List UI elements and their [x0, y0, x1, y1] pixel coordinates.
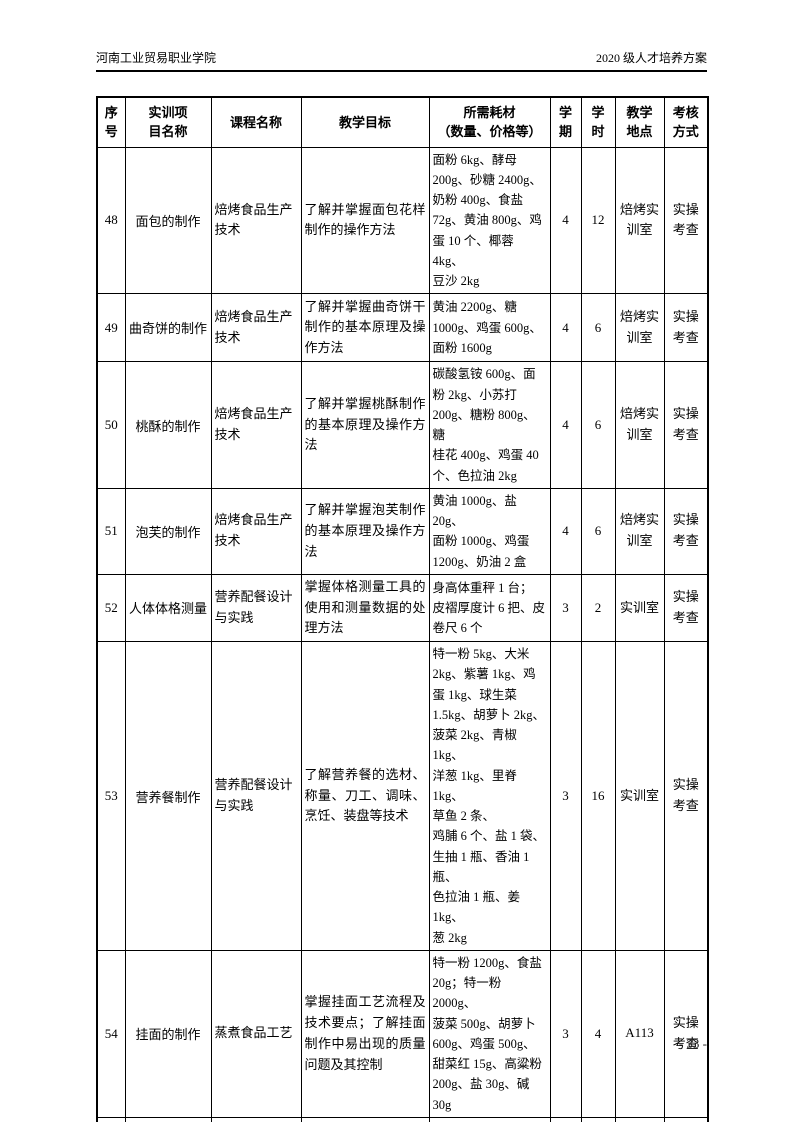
table-header-row: 序 号 实训项 目名称 课程名称 教学目标 所需耗材 （数量、价格等） 学 期 …	[96, 96, 709, 148]
cell-course: 营养配餐设计与实践	[210, 641, 302, 951]
cell-location: 实训室	[614, 573, 665, 643]
cell-course: 焙烤食品生产技术	[210, 293, 302, 363]
header-plan-title: 2020 级人才培养方案	[595, 51, 707, 65]
cell-materials: 碳酸氢铵 600g、面 粉 2kg、小苏打 200g、糖粉 800g、糖 桂花 …	[428, 361, 551, 489]
table-row: 48 面包的制作 焙烤食品生产技术 了解并掌握面包花样制作的操作方法 面粉 6k…	[96, 146, 709, 295]
page-header: 河南工业贸易职业学院 2020 级人才培养方案	[96, 50, 707, 72]
cell-goal: 了解并掌握泡芙制作的基本原理及操作方法	[300, 487, 430, 575]
table-row: 51 泡芙的制作 焙烤食品生产技术 了解并掌握泡芙制作的基本原理及操作方法 黄油…	[96, 487, 709, 575]
table-row: 55 挂面的检验 蒸煮食品工艺 掌握挂面烹调时间、熟断条率、自然断条率的测定；了…	[96, 1116, 709, 1122]
cell-no: 50	[96, 361, 126, 489]
cell-goal: 掌握体格测量工具的使用和测量数据的处理方法	[300, 573, 430, 643]
cell-goal: 掌握挂面工艺流程及技术要点；了解挂面制作中易出现的质量问题及其控制	[300, 949, 430, 1118]
cell-project: 营养餐制作	[124, 641, 212, 951]
cell-hours: 6	[580, 487, 616, 575]
cell-location: 实训室	[614, 641, 665, 951]
col-header-course: 课程名称	[210, 96, 302, 148]
cell-location: A113	[614, 1116, 665, 1122]
cell-project: 曲奇饼的制作	[124, 293, 212, 363]
cell-semester: 4	[549, 146, 582, 295]
col-header-hours: 学 时	[580, 96, 616, 148]
cell-hours: 4	[580, 1116, 616, 1122]
cell-materials: 高、低档挂面各 1 把	[428, 1116, 551, 1122]
col-header-no: 序 号	[96, 96, 126, 148]
cell-no: 53	[96, 641, 126, 951]
cell-no: 54	[96, 949, 126, 1118]
table-row: 52 人体体格测量 营养配餐设计与实践 掌握体格测量工具的使用和测量数据的处理方…	[96, 573, 709, 643]
cell-assessment: 实操考查	[663, 293, 709, 363]
table-row: 49 曲奇饼的制作 焙烤食品生产技术 了解并掌握曲奇饼干制作的基本原理及操作方法…	[96, 293, 709, 363]
cell-assessment: 实操考查	[663, 361, 709, 489]
cell-project: 桃酥的制作	[124, 361, 212, 489]
cell-course: 营养配餐设计与实践	[210, 573, 302, 643]
cell-hours: 12	[580, 146, 616, 295]
table-row: 54 挂面的制作 蒸煮食品工艺 掌握挂面工艺流程及技术要点；了解挂面制作中易出现…	[96, 949, 709, 1118]
cell-course: 焙烤食品生产技术	[210, 487, 302, 575]
cell-no: 52	[96, 573, 126, 643]
cell-semester: 3	[549, 949, 582, 1118]
cell-hours: 6	[580, 361, 616, 489]
table-row: 50 桃酥的制作 焙烤食品生产技术 了解并掌握桃酥制作的基本原理及操作方法 碳酸…	[96, 361, 709, 489]
page-number: - 33 -	[678, 1036, 707, 1051]
cell-materials: 特一粉 5kg、大米 2kg、紫薯 1kg、鸡 蛋 1kg、球生菜 1.5kg、…	[428, 641, 551, 951]
cell-project: 人体体格测量	[124, 573, 212, 643]
col-header-project: 实训项 目名称	[124, 96, 212, 148]
cell-semester: 3	[549, 641, 582, 951]
cell-materials: 黄油 1000g、盐 20g、 面粉 1000g、鸡蛋 1200g、奶油 2 盒	[428, 487, 551, 575]
cell-materials: 黄油 2200g、糖 1000g、鸡蛋 600g、 面粉 1600g	[428, 293, 551, 363]
cell-assessment: 实操考查	[663, 1116, 709, 1122]
cell-course: 焙烤食品生产技术	[210, 361, 302, 489]
training-projects-table: 序 号 实训项 目名称 课程名称 教学目标 所需耗材 （数量、价格等） 学 期 …	[96, 96, 709, 1122]
cell-semester: 4	[549, 293, 582, 363]
table-row: 53 营养餐制作 营养配餐设计与实践 了解营养餐的选材、称量、刀工、调味、烹饪、…	[96, 641, 709, 951]
cell-hours: 6	[580, 293, 616, 363]
cell-hours: 4	[580, 949, 616, 1118]
cell-semester: 3	[549, 1116, 582, 1122]
cell-goal: 了解并掌握曲奇饼干制作的基本原理及操作方法	[300, 293, 430, 363]
cell-course: 蒸煮食品工艺	[210, 1116, 302, 1122]
cell-semester: 4	[549, 361, 582, 489]
cell-goal: 了解并掌握面包花样制作的操作方法	[300, 146, 430, 295]
header-school-name: 河南工业贸易职业学院	[96, 51, 217, 65]
cell-location: 焙烤实训室	[614, 146, 665, 295]
cell-no: 49	[96, 293, 126, 363]
cell-assessment: 实操考查	[663, 641, 709, 951]
cell-materials: 特一粉 1200g、食盐 20g；特一粉 2000g、 菠菜 500g、胡萝卜 …	[428, 949, 551, 1118]
cell-project: 泡芙的制作	[124, 487, 212, 575]
cell-goal: 了解营养餐的选材、称量、刀工、调味、烹饪、装盘等技术	[300, 641, 430, 951]
cell-semester: 4	[549, 487, 582, 575]
cell-location: A113	[614, 949, 665, 1118]
col-header-assessment: 考核 方式	[663, 96, 709, 148]
cell-assessment: 实操考查	[663, 949, 709, 1118]
cell-project: 面包的制作	[124, 146, 212, 295]
cell-course: 焙烤食品生产技术	[210, 146, 302, 295]
cell-assessment: 实操考查	[663, 487, 709, 575]
col-header-goal: 教学目标	[300, 96, 430, 148]
cell-location: 焙烤实训室	[614, 293, 665, 363]
cell-materials: 身高体重秤 1 台； 皮褶厚度计 6 把、皮 卷尺 6 个	[428, 573, 551, 643]
cell-goal: 掌握挂面烹调时间、熟断条率、自然断条率的测定；了解挂面感官评价指标及方法	[300, 1116, 430, 1122]
cell-assessment: 实操考查	[663, 146, 709, 295]
cell-hours: 2	[580, 573, 616, 643]
cell-course: 蒸煮食品工艺	[210, 949, 302, 1118]
cell-no: 55	[96, 1116, 126, 1122]
cell-no: 51	[96, 487, 126, 575]
cell-hours: 16	[580, 641, 616, 951]
cell-semester: 3	[549, 573, 582, 643]
cell-materials: 面粉 6kg、酵母 200g、砂糖 2400g、 奶粉 400g、食盐 72g、…	[428, 146, 551, 295]
cell-location: 焙烤实训室	[614, 487, 665, 575]
cell-no: 48	[96, 146, 126, 295]
cell-project: 挂面的检验	[124, 1116, 212, 1122]
cell-assessment: 实操考查	[663, 573, 709, 643]
col-header-location: 教学 地点	[614, 96, 665, 148]
cell-location: 焙烤实训室	[614, 361, 665, 489]
cell-project: 挂面的制作	[124, 949, 212, 1118]
cell-goal: 了解并掌握桃酥制作的基本原理及操作方法	[300, 361, 430, 489]
col-header-semester: 学 期	[549, 96, 582, 148]
col-header-materials: 所需耗材 （数量、价格等）	[428, 96, 551, 148]
